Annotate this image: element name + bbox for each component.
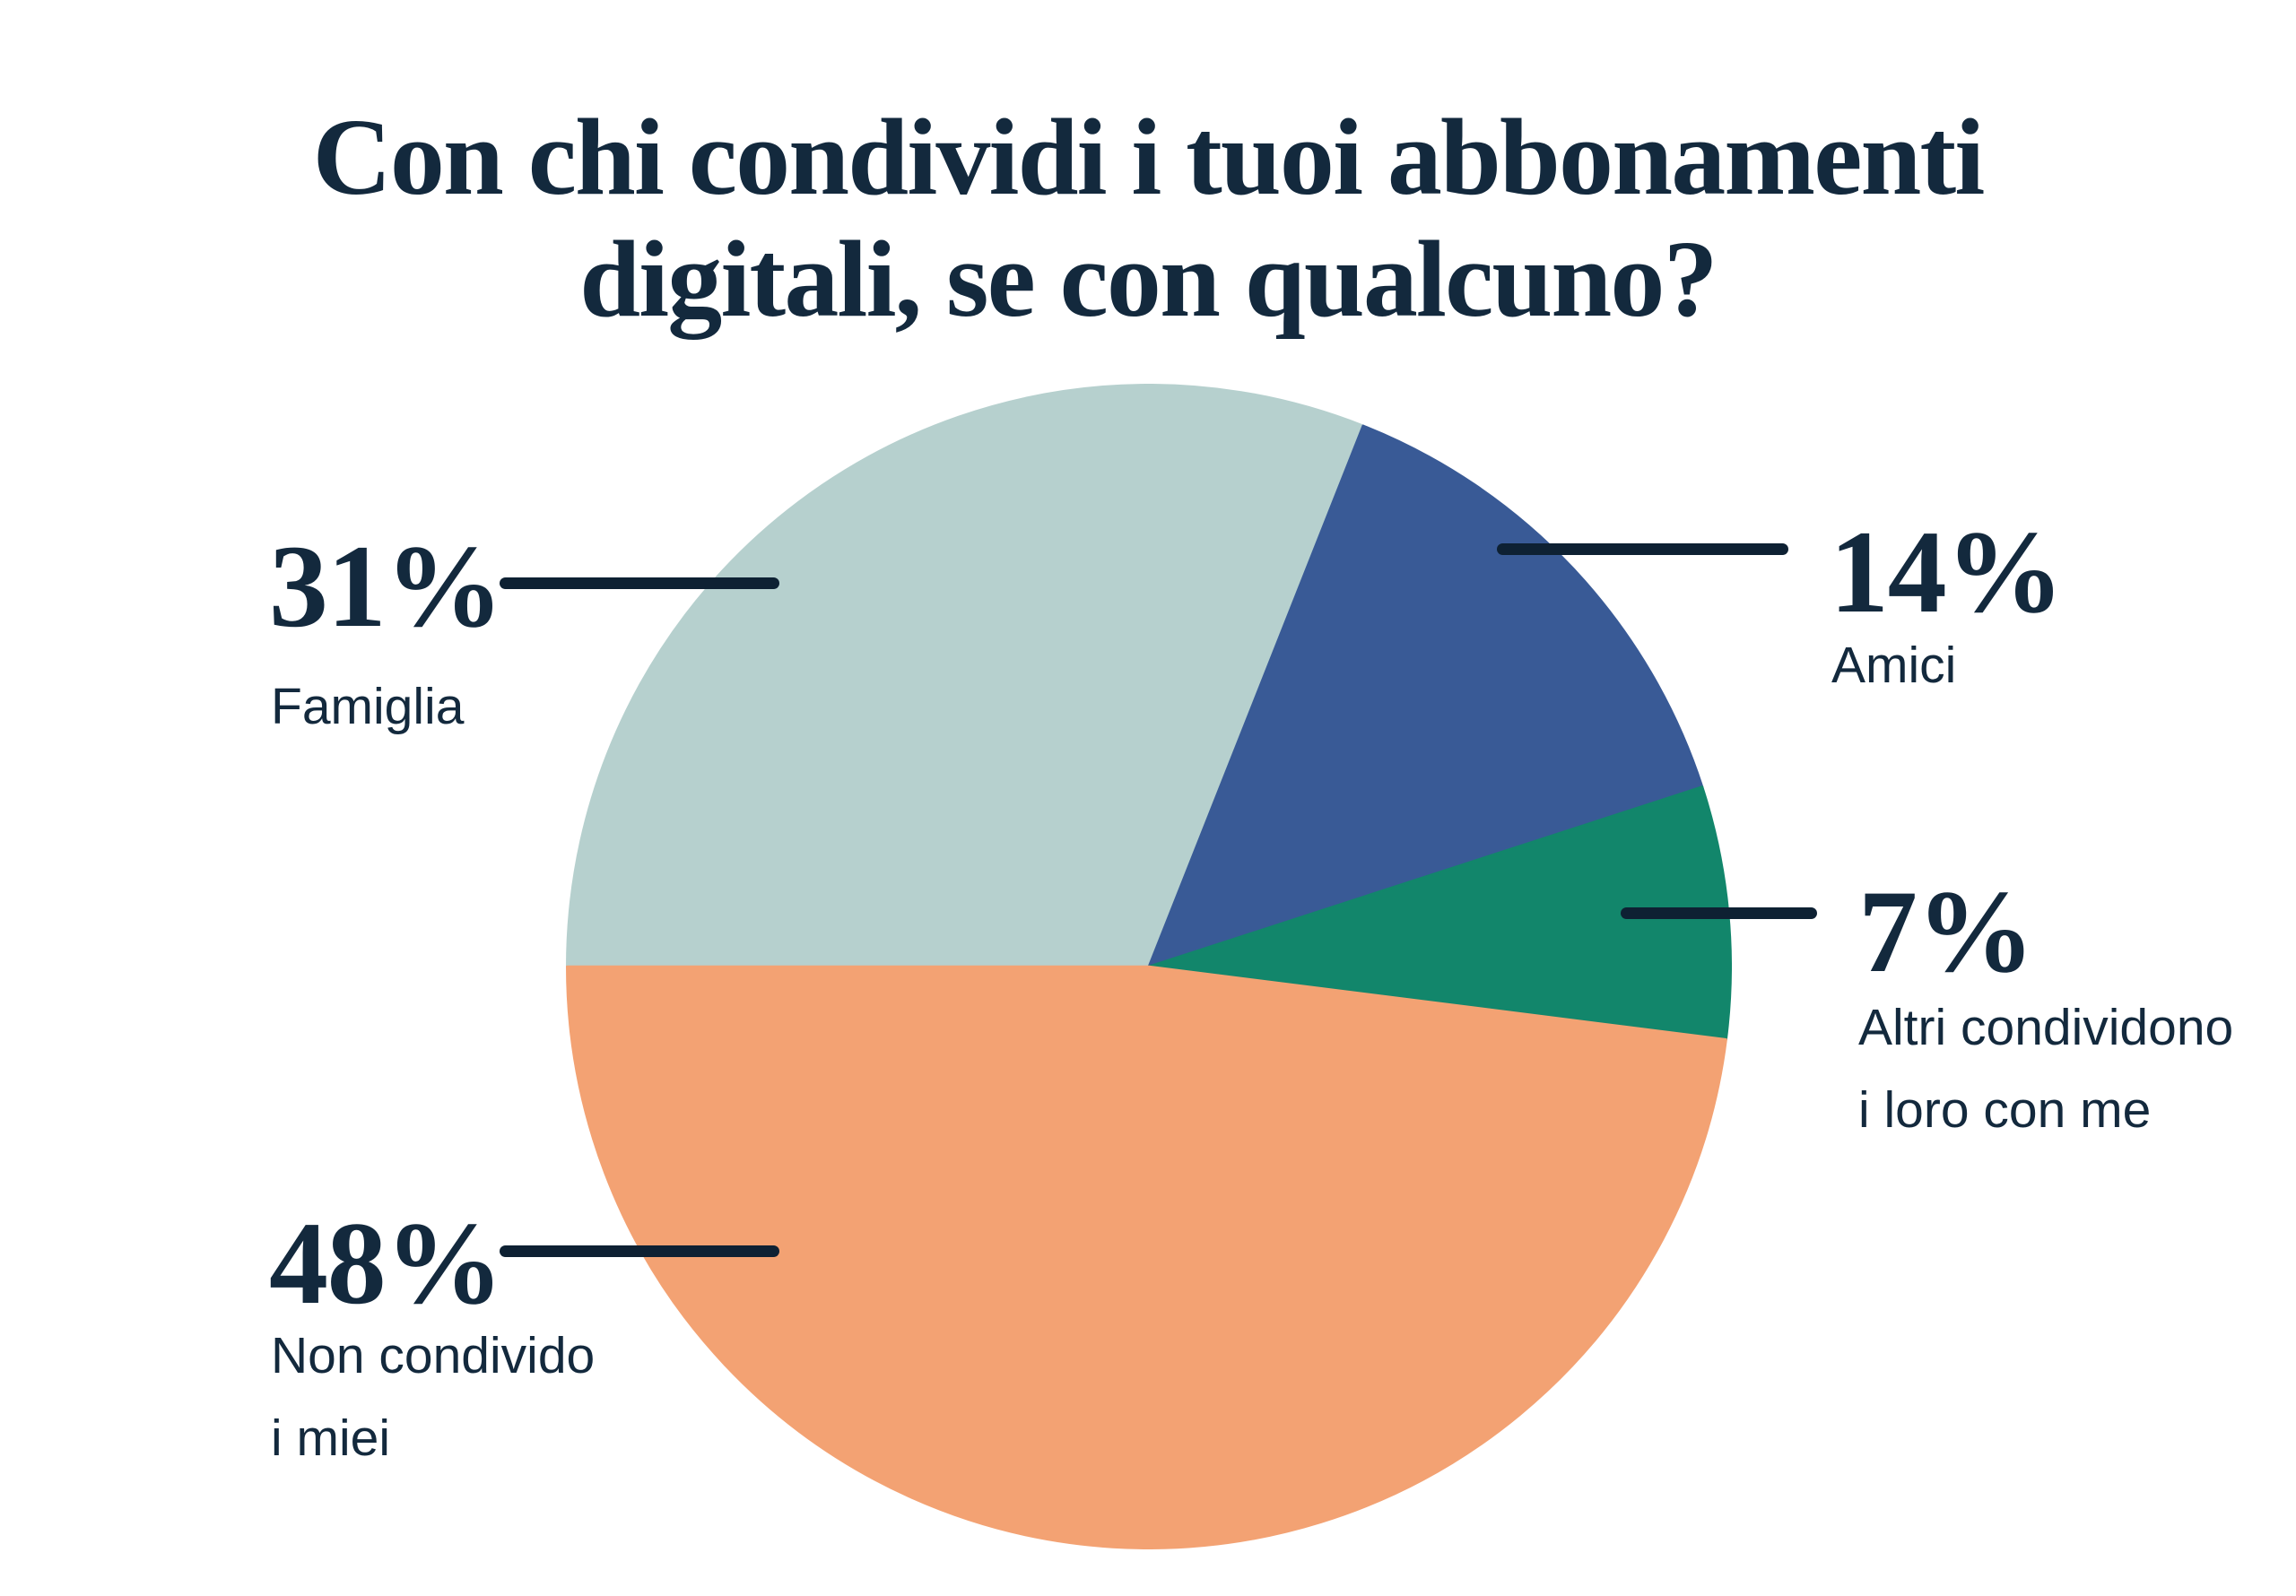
callout-famiglia-label: Famiglia xyxy=(271,665,464,748)
callout-non-condivido-percent: 48% xyxy=(269,1197,503,1329)
chart-title-line-2: digitali, se con qualcuno? xyxy=(579,219,1718,341)
callout-famiglia-label-line-1: Famiglia xyxy=(271,678,465,735)
callout-altri-leader-line xyxy=(1621,907,1817,919)
pie-chart xyxy=(566,384,1732,1549)
callout-non-condivido-label-line-2: i miei xyxy=(271,1410,391,1467)
callout-altri-percent: 7% xyxy=(1858,865,2035,997)
callout-amici-label-line-1: Amici xyxy=(1831,637,1957,694)
callout-famiglia-leader-line xyxy=(500,577,779,589)
callout-amici-leader-line xyxy=(1497,543,1788,555)
callout-altri-label: Altri condividono i loro con me xyxy=(1858,986,2233,1151)
callout-non-condivido-label-line-1: Non condivido xyxy=(271,1327,596,1384)
chart-title-line-1: Con chi condividi i tuoi abbonamenti xyxy=(312,96,1986,218)
pie-slice-non-condivido xyxy=(566,965,1727,1549)
callout-non-condivido-leader-line xyxy=(500,1245,779,1257)
callout-altri-label-line-2: i loro con me xyxy=(1858,1081,2152,1139)
callout-non-condivido-label: Non condivido i miei xyxy=(271,1314,595,1479)
callout-famiglia-percent: 31% xyxy=(269,520,503,652)
callout-amici-label: Amici xyxy=(1831,624,1956,707)
callout-amici-percent: 14% xyxy=(1830,506,2064,638)
callout-altri-label-line-1: Altri condividono xyxy=(1858,999,2234,1056)
chart-title: Con chi condividi i tuoi abbonamenti dig… xyxy=(0,97,2296,342)
pie-slice-famiglia xyxy=(566,384,1365,968)
